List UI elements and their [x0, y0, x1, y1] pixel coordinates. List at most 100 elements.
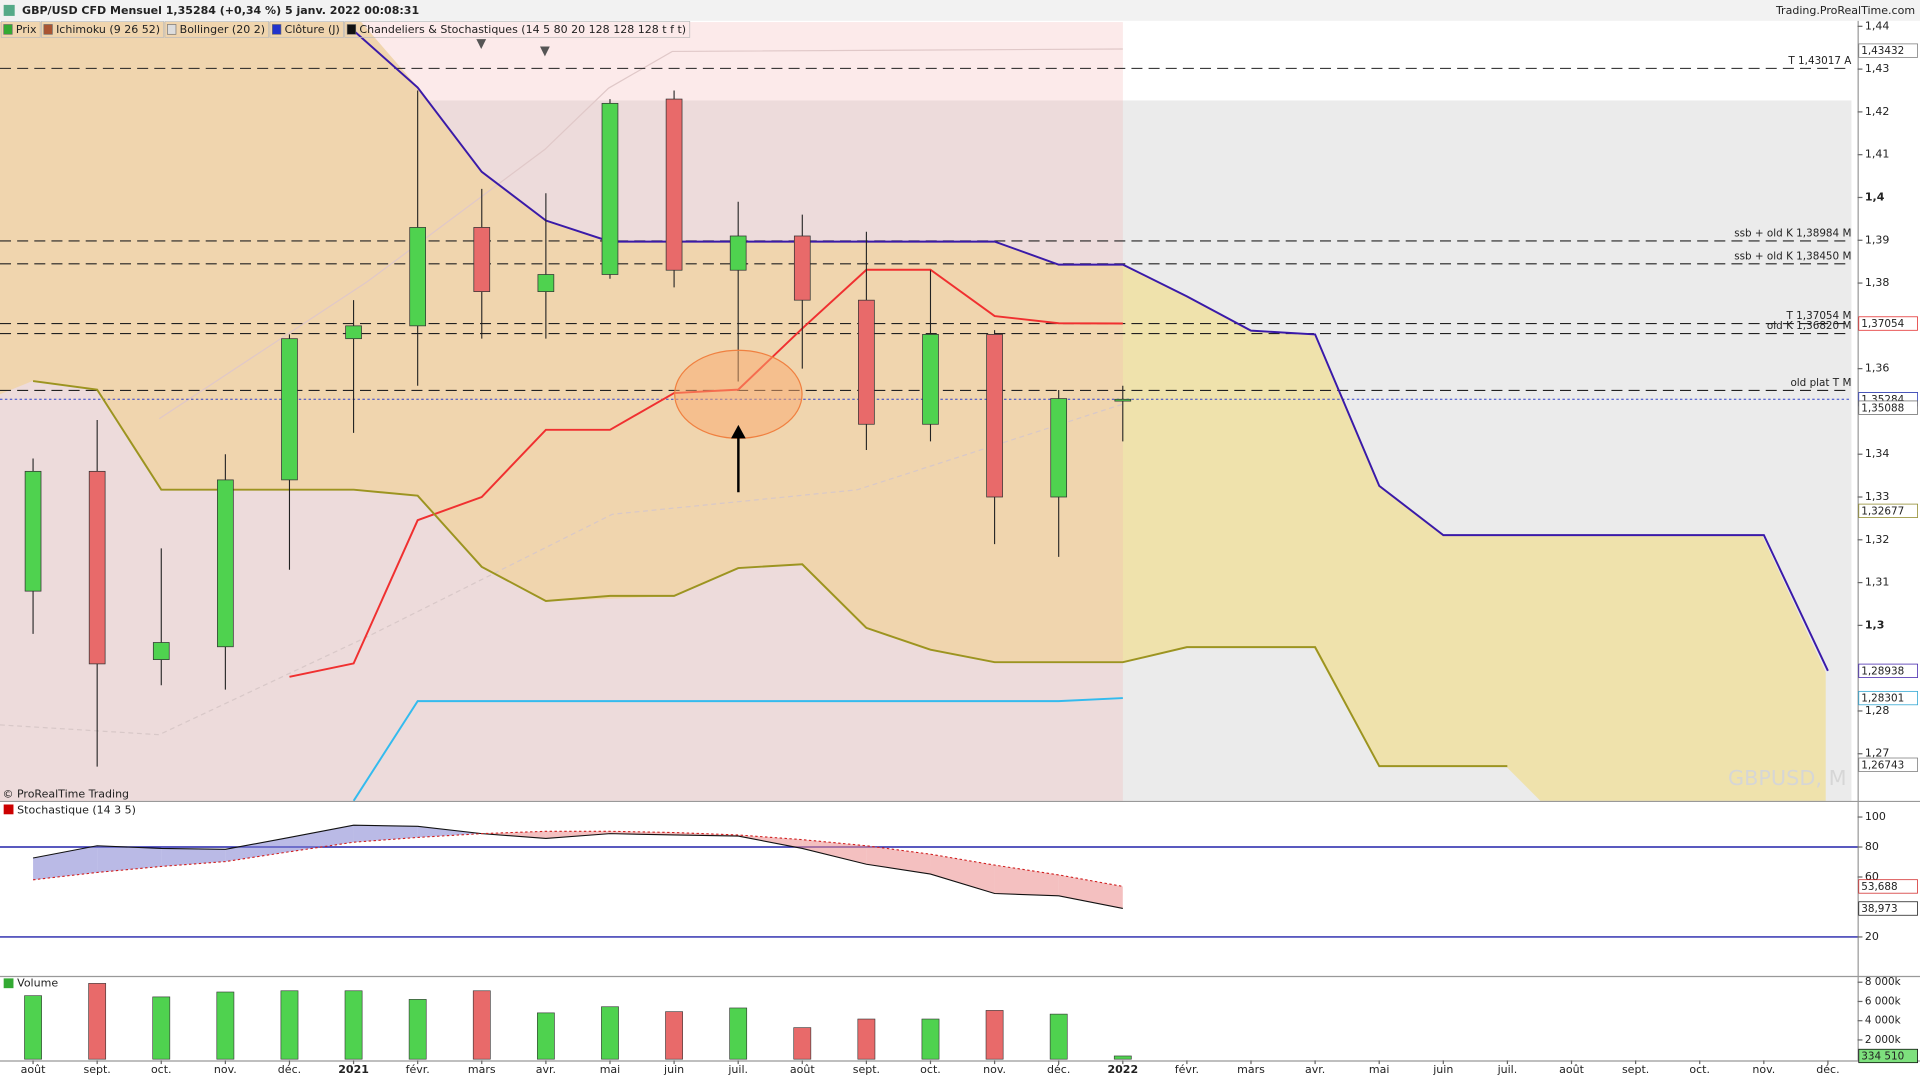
price-tag-label: 1,35088 — [1861, 402, 1904, 414]
legend-swatch — [3, 24, 13, 35]
price-tag-label: 1,28938 — [1861, 665, 1904, 677]
stoch-title: Stochastique (14 3 5) — [17, 804, 136, 817]
y-tick-label: 1,41 — [1865, 148, 1890, 161]
indicator-line — [352, 29, 1829, 672]
volume-bar — [793, 1027, 812, 1060]
candle-body — [858, 299, 875, 425]
volume-bar — [408, 999, 427, 1060]
level-label: old plat T M — [1790, 377, 1851, 389]
x-tick-label: août — [790, 1063, 815, 1076]
candle-body — [986, 334, 1003, 498]
indicator-line — [32, 380, 1508, 768]
stoch-fill — [353, 825, 418, 843]
header-bar — [0, 0, 1920, 21]
price-tag-label: 1,43432 — [1861, 45, 1904, 57]
legend-box — [344, 21, 691, 38]
volume-bar — [216, 991, 235, 1060]
x-tick-label: juil. — [1497, 1063, 1518, 1076]
x-tick-label: sept. — [83, 1063, 110, 1076]
x-tick-label: avr. — [536, 1063, 556, 1076]
icon — [3, 804, 14, 815]
x-tick-label: févr. — [406, 1063, 430, 1076]
x-tick-label: oct. — [920, 1063, 941, 1076]
x-tick-label: 2022 — [1107, 1063, 1138, 1076]
price-tag-label: 334 510 — [1861, 1051, 1904, 1063]
x-tick-label: sept. — [853, 1063, 880, 1076]
price-tag-label: 1,32677 — [1861, 505, 1904, 517]
bollinger-band — [0, 22, 1123, 801]
volume-bar — [344, 990, 363, 1060]
y-tick-label: 1,43 — [1865, 62, 1890, 75]
indicator-line — [352, 697, 1123, 802]
candle-body — [793, 235, 811, 301]
candle-body — [409, 227, 427, 327]
stoch-line — [32, 830, 1123, 887]
legend-label: Chandeliers & Stochastiques (14 5 80 20 … — [359, 23, 686, 36]
x-tick-label: juin — [663, 1063, 684, 1076]
x-tick-label: juin — [1432, 1063, 1453, 1076]
down-marker — [540, 46, 550, 57]
price-tag-label: 1,26743 — [1861, 759, 1904, 771]
watermark: GBPUSD, M — [1728, 766, 1847, 790]
bollinger-mid — [0, 403, 1124, 736]
x-tick-label: déc. — [1816, 1063, 1839, 1076]
x-tick-label: mars — [1237, 1063, 1265, 1076]
x-tick-label: août — [21, 1063, 46, 1076]
candle-body — [922, 334, 939, 425]
x-tick-label: mai — [1369, 1063, 1390, 1076]
volume-bar — [729, 1007, 748, 1060]
x-tick-label: août — [1559, 1063, 1584, 1076]
volume-bar — [665, 1011, 683, 1060]
stoch-fill — [802, 839, 867, 865]
volume-title: Volume — [17, 976, 58, 989]
y-tick-label: 2 000k — [1865, 1034, 1901, 1046]
legend-label: Ichimoku (9 26 52) — [56, 23, 160, 36]
volume-bar — [857, 1018, 876, 1060]
level-label: T 1,43017 A — [1787, 55, 1852, 67]
price-tag — [1858, 690, 1918, 706]
volume-bar — [1113, 1055, 1132, 1060]
icon — [3, 4, 15, 16]
y-tick-label: 1,38 — [1865, 276, 1890, 289]
y-tick-label: 100 — [1865, 810, 1886, 823]
x-tick-label: nov. — [214, 1063, 237, 1076]
bollinger-upper — [158, 48, 1123, 420]
y-tick-label: 1,27 — [1865, 747, 1890, 760]
x-tick-label: avr. — [1305, 1063, 1325, 1076]
price-tag — [1858, 757, 1918, 772]
y-tick-label: 8 000k — [1865, 976, 1901, 988]
y-tick-label: 1,34 — [1865, 447, 1890, 460]
arrow-head — [731, 424, 746, 439]
stoch-fill — [289, 825, 354, 852]
y-tick-label: 1,33 — [1865, 490, 1890, 503]
stoch-fill — [225, 837, 290, 862]
price-tag — [1858, 316, 1918, 331]
y-tick-label: 20 — [1865, 930, 1879, 943]
price-tag-label: 1,35284 — [1861, 394, 1904, 406]
volume-bar — [24, 995, 42, 1060]
volume-bar — [536, 1012, 555, 1060]
stoch-fill — [930, 854, 995, 894]
level-label: T 1,37054 M — [1786, 310, 1852, 322]
legend-label: Prix — [16, 23, 37, 36]
candle-body — [345, 325, 362, 340]
stoch-fill — [97, 845, 162, 873]
volume-bar — [1049, 1013, 1068, 1060]
candle-body — [601, 102, 619, 275]
x-tick-label: oct. — [1689, 1063, 1710, 1076]
level-label: old K 1,36820 M — [1767, 320, 1852, 332]
x-tick-label: déc. — [278, 1063, 301, 1076]
y-tick-label: 1,4 — [1865, 190, 1885, 203]
header-source: Trading.ProRealTime.com — [1775, 4, 1915, 17]
volume-bar — [472, 990, 491, 1060]
x-tick-label: sept. — [1622, 1063, 1649, 1076]
legend-swatch — [346, 24, 357, 35]
x-tick-label: mars — [468, 1063, 496, 1076]
y-tick-label: 4 000k — [1865, 1015, 1901, 1027]
volume-bar — [280, 990, 299, 1060]
level-label: ssb + old K 1,38450 M — [1734, 250, 1851, 262]
x-tick-label: déc. — [1047, 1063, 1070, 1076]
stoch-fill — [417, 826, 482, 838]
legend-box — [41, 21, 165, 38]
y-tick-label: 80 — [1865, 840, 1879, 853]
